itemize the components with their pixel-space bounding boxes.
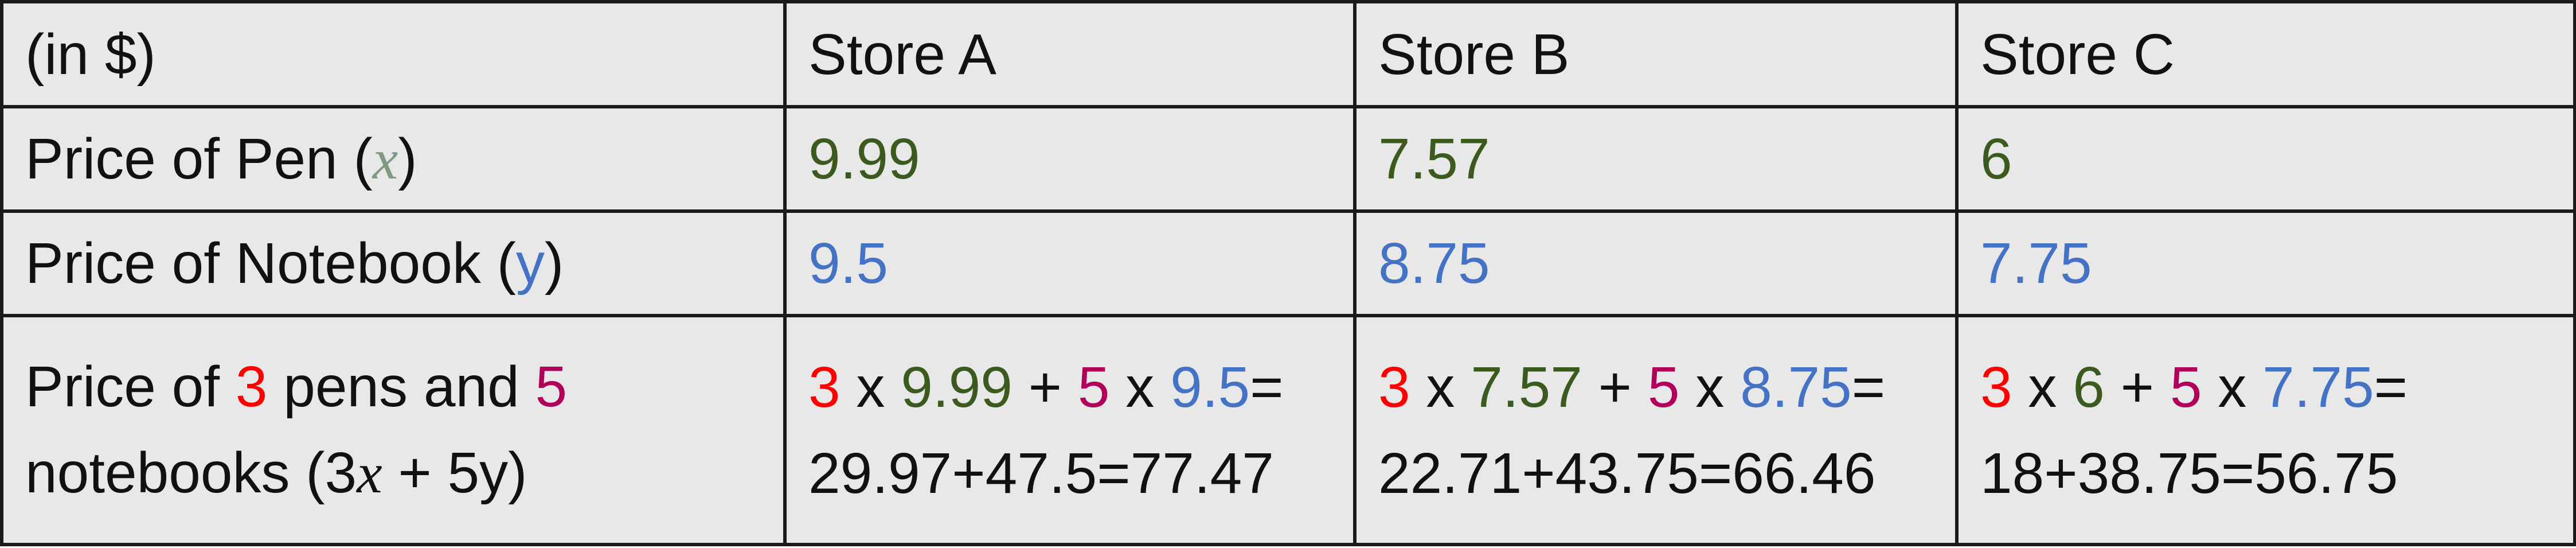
header-row: (in $) Store A Store B Store C — [0, 0, 2576, 109]
calc-result: 18+38.75=56.75 — [1980, 441, 2398, 506]
calc-notebook-count: 5 — [1077, 355, 1110, 419]
total-calc-store-a: 3 x 9.99 + 5 x 9.5= 29.97+47.5=77.47 — [783, 314, 1357, 546]
calc-times: x — [1125, 355, 1155, 419]
calc-expression: 3 x 7.57 + 5 x 8.75= — [1378, 344, 1953, 430]
unit-label: (in $) — [25, 22, 156, 87]
calc-equals: = — [2374, 355, 2408, 419]
calc-pen-count: 3 — [808, 355, 841, 419]
pen-price-row: Price of Pen (x) 9.99 7.57 6 — [0, 105, 2576, 213]
total-calc-store-b: 3 x 7.57 + 5 x 8.75= 22.71+43.75=66.46 — [1353, 314, 1959, 546]
pen-count: 3 — [235, 355, 268, 419]
notebook-price-store-a: 9.5 — [783, 209, 1357, 318]
calc-times: x — [1426, 355, 1455, 419]
pen-price-store-b: 7.57 — [1353, 105, 1959, 213]
calc-times: x — [2218, 355, 2247, 419]
notebook-price-store-b: 8.75 — [1353, 209, 1959, 318]
calc-result: 29.97+47.5=77.47 — [808, 441, 1274, 506]
calc-pen-price: 9.99 — [901, 355, 1013, 419]
calc-pen-count: 3 — [1378, 355, 1410, 419]
notebook-label-suffix: ) — [544, 231, 564, 296]
pen-label-suffix: ) — [398, 126, 417, 191]
notebook-price-value: 7.75 — [1980, 231, 2092, 296]
calc-expression: 3 x 6 + 5 x 7.75= — [1980, 344, 2571, 430]
notebook-price-row: Price of Notebook (y) 9.5 8.75 7.75 — [0, 209, 2576, 318]
calc-expression: 3 x 9.99 + 5 x 9.5= — [808, 344, 1351, 430]
pen-variable: x — [372, 127, 398, 191]
calc-result: 22.71+43.75=66.46 — [1378, 441, 1876, 506]
store-b-label: Store B — [1378, 22, 1570, 87]
calc-pen-price: 7.57 — [1471, 355, 1582, 419]
notebook-price-value: 8.75 — [1378, 231, 1490, 296]
calc-notebook-price: 9.5 — [1170, 355, 1250, 419]
calc-times: x — [856, 355, 885, 419]
total-label-line2-prefix: notebooks (3 — [25, 441, 357, 506]
store-b-header: Store B — [1353, 0, 1959, 109]
total-label-line-1: Price of 3 pens and 5 — [25, 344, 781, 430]
pen-price-store-c: 6 — [1955, 105, 2576, 213]
store-c-header: Store C — [1955, 0, 2576, 109]
calc-equals: = — [1851, 355, 1886, 419]
notebook-row-label: Price of Notebook (y) — [0, 209, 787, 318]
calc-times: x — [1695, 355, 1725, 419]
calc-notebook-count: 5 — [2170, 355, 2202, 419]
calc-notebook-price: 7.75 — [2262, 355, 2374, 419]
notebook-label-prefix: Price of Notebook ( — [25, 231, 516, 296]
total-label-mid: pens and — [267, 355, 535, 419]
unit-label-cell: (in $) — [0, 0, 787, 109]
total-price-row: Price of 3 pens and 5 notebooks (3x + 5y… — [0, 314, 2576, 546]
calc-pen-count: 3 — [1980, 355, 2012, 419]
pen-price-value: 9.99 — [808, 127, 920, 192]
calc-notebook-price: 8.75 — [1740, 355, 1852, 419]
notebook-variable: y — [515, 231, 545, 296]
calc-plus: + — [1598, 355, 1632, 419]
total-label-line2-suffix: + 5y) — [382, 441, 527, 506]
total-row-label: Price of 3 pens and 5 notebooks (3x + 5y… — [0, 314, 787, 546]
notebook-price-store-c: 7.75 — [1955, 209, 2576, 318]
pen-row-label: Price of Pen (x) — [0, 105, 787, 213]
total-label-variable: x — [357, 441, 382, 506]
calc-plus: + — [2120, 355, 2155, 419]
store-a-header: Store A — [783, 0, 1357, 109]
store-a-label: Store A — [808, 22, 996, 87]
calc-plus: + — [1028, 355, 1062, 419]
notebook-price-value: 9.5 — [808, 231, 889, 296]
total-label-prefix: Price of — [25, 355, 236, 419]
pen-price-value: 7.57 — [1378, 127, 1490, 192]
calc-pen-price: 6 — [2073, 355, 2105, 419]
pen-price-value: 6 — [1980, 127, 2012, 192]
store-c-label: Store C — [1980, 22, 2175, 87]
calc-notebook-count: 5 — [1647, 355, 1680, 419]
calc-equals: = — [1250, 355, 1284, 419]
notebook-count: 5 — [535, 355, 568, 419]
total-calc-store-c: 3 x 6 + 5 x 7.75= 18+38.75=56.75 — [1955, 314, 2576, 546]
pen-label-prefix: Price of Pen ( — [25, 126, 373, 191]
pen-price-store-a: 9.99 — [783, 105, 1357, 213]
total-label-line-2: notebooks (3x + 5y) — [25, 430, 781, 516]
calc-times: x — [2028, 355, 2057, 419]
